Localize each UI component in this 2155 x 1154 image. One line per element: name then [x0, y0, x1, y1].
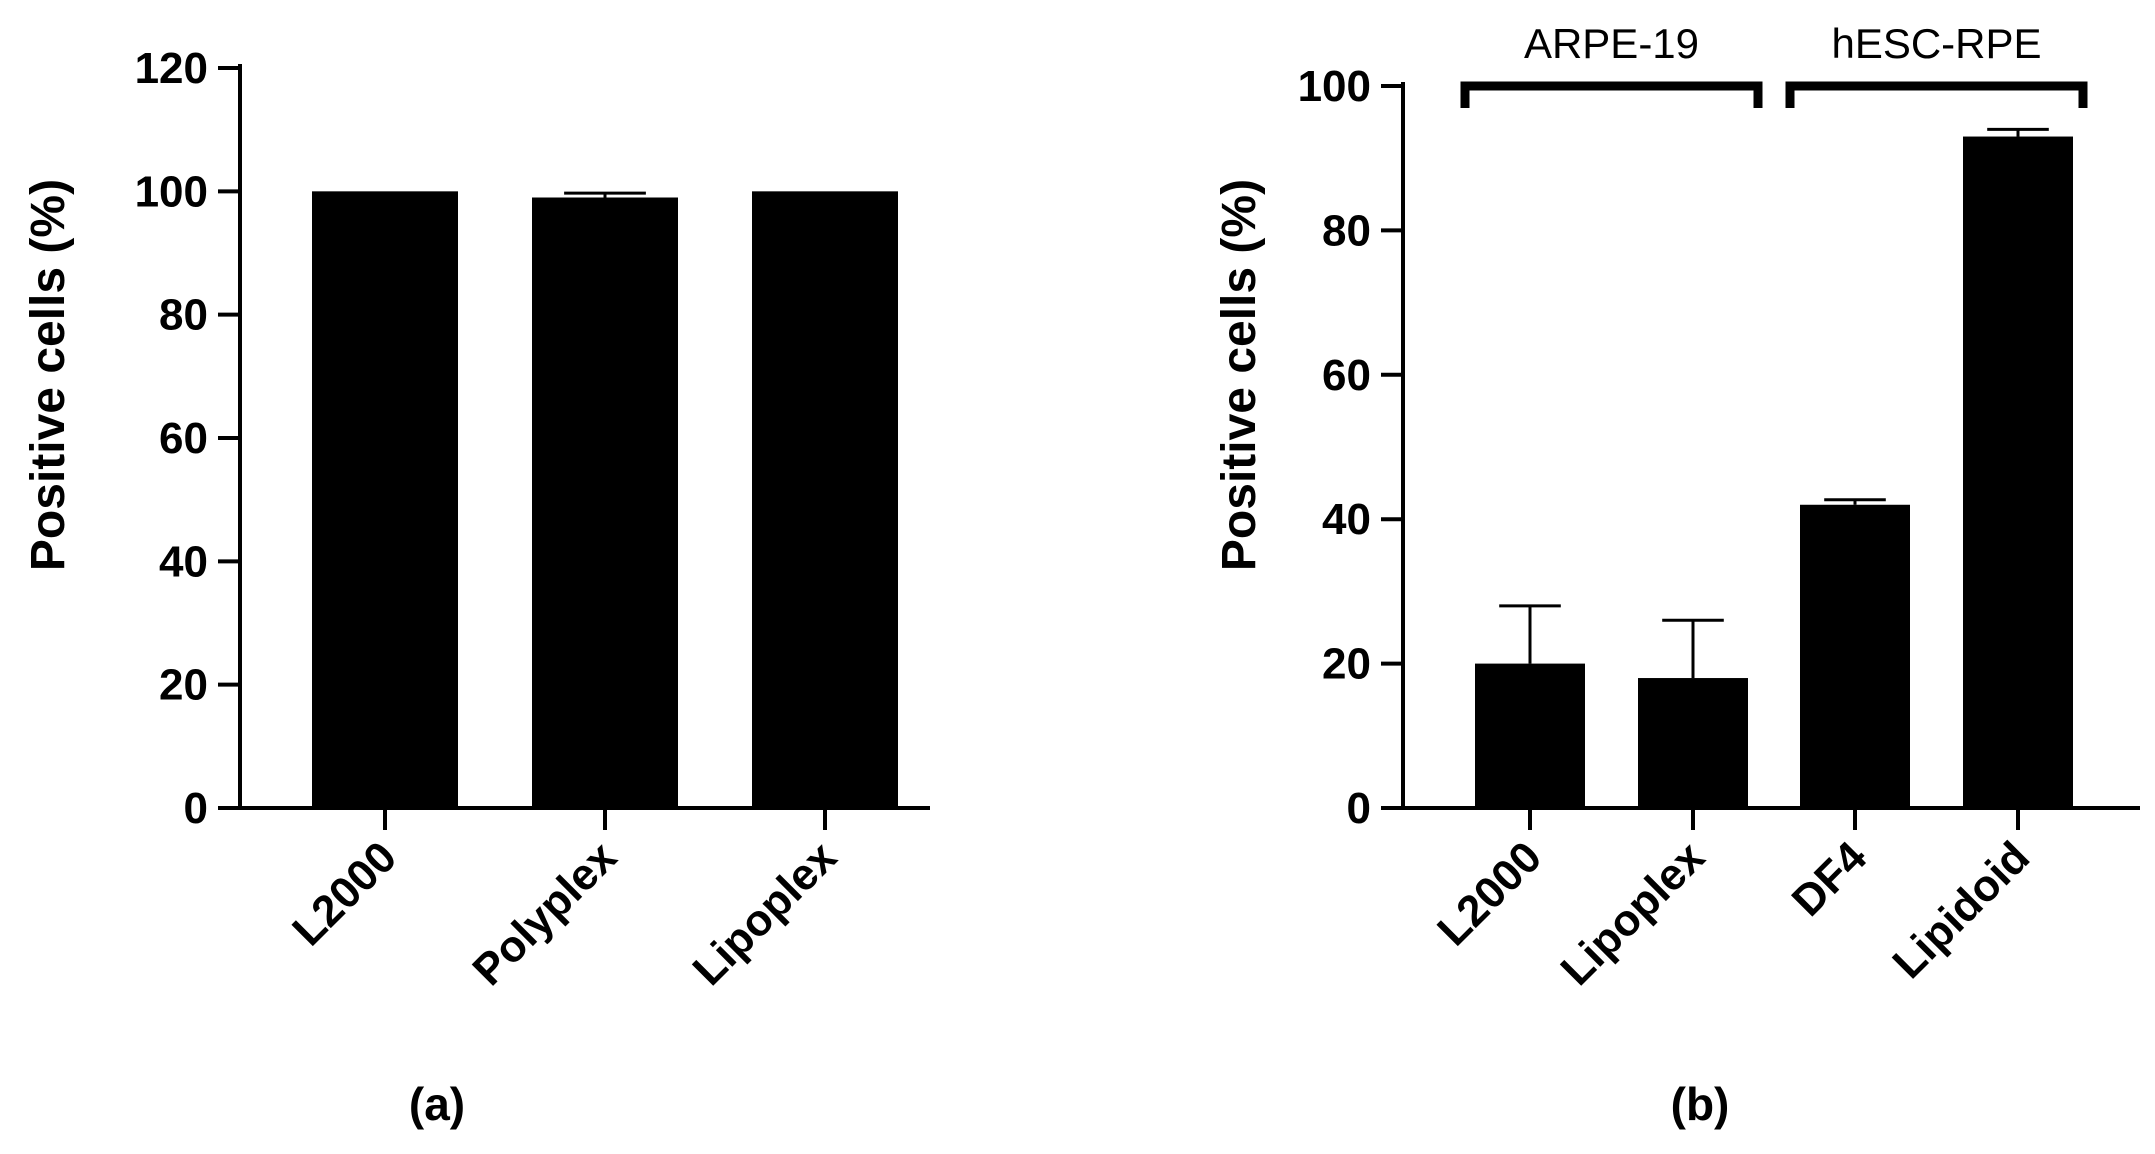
- y-tick-label: 100: [135, 167, 208, 216]
- y-tick-label: 60: [1322, 351, 1371, 400]
- panel-a-y-axis-title: Positive cells (%): [22, 179, 75, 571]
- x-tick-label-polyplex: Polyplex: [463, 832, 626, 995]
- y-tick-label: 0: [184, 784, 208, 833]
- panel-a-chart: Positive cells (%) (a) 0 20 40 60 80 100 120 L2…: [22, 44, 930, 1130]
- group-label-1: hESC-RPE: [1831, 20, 2041, 67]
- y-tick-label: 80: [1322, 206, 1371, 255]
- y-tick-label: 60: [159, 414, 208, 463]
- x-tick-label-l2000: L2000: [1428, 832, 1551, 955]
- bar-l2000: [312, 191, 458, 809]
- x-tick-label-lipoplex: Lipoplex: [1552, 832, 1715, 995]
- x-tick-label-l2000: L2000: [283, 832, 406, 955]
- y-tick-label: 0: [1347, 784, 1371, 833]
- y-tick-label: 20: [1322, 640, 1371, 689]
- y-tick-label: 100: [1298, 62, 1371, 111]
- group-bracket-1: [1785, 81, 2088, 108]
- panel-b-y-axis-title: Positive cells (%): [1213, 179, 1266, 571]
- bar-polyplex: [532, 197, 678, 808]
- bar-lipoplex: [752, 191, 898, 809]
- y-tick-label: 40: [159, 537, 208, 586]
- group-bracket-0: [1460, 81, 1763, 108]
- x-tick-label-df4: DF4: [1783, 832, 1877, 926]
- bar-df4: [1800, 504, 1910, 808]
- x-tick-label-lipidoid: Lipidoid: [1883, 832, 2039, 988]
- x-tick-label-lipoplex: Lipoplex: [684, 832, 847, 995]
- group-label-0: ARPE-19: [1524, 20, 1699, 67]
- bar-lipoplex: [1638, 678, 1748, 808]
- y-tick-label: 120: [135, 44, 208, 93]
- panel-b-label: (b): [1671, 1078, 1730, 1130]
- bar-l2000: [1475, 663, 1585, 808]
- panel-a-label: (a): [409, 1078, 465, 1130]
- y-tick-label: 80: [159, 291, 208, 340]
- bar-lipidoid: [1963, 136, 2073, 809]
- panel-b-chart: Positive cells (%) (b) 0 20 40 60 80 100 L2000…: [1213, 20, 2140, 1130]
- y-tick-label: 40: [1322, 495, 1371, 544]
- y-tick-label: 20: [159, 661, 208, 710]
